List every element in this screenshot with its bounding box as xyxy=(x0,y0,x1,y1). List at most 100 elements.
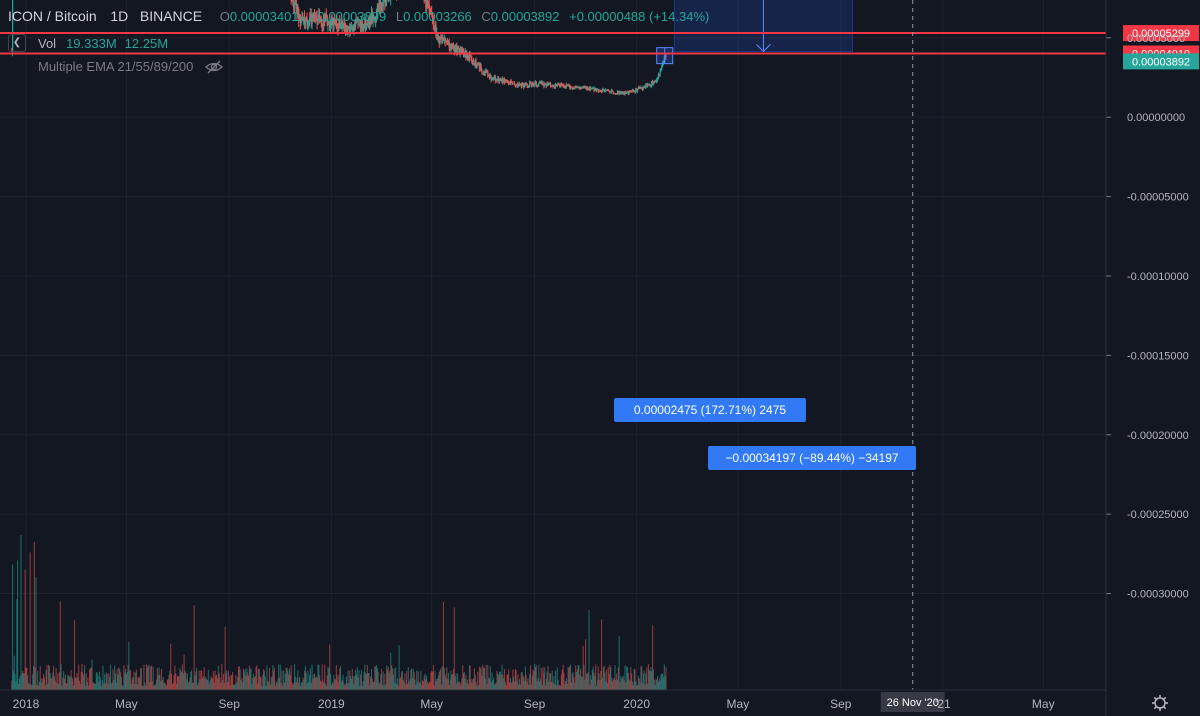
volume-bar xyxy=(297,670,299,690)
candle-body xyxy=(445,41,447,43)
volume-bar xyxy=(205,676,207,690)
volume-bar xyxy=(357,677,359,690)
candle-body xyxy=(639,87,641,90)
candle-body xyxy=(598,90,600,92)
volume-bar xyxy=(462,673,465,690)
volume-bar xyxy=(340,681,342,690)
volume-bar xyxy=(375,666,377,690)
volume-bar xyxy=(346,682,348,690)
volume-bar xyxy=(498,675,500,690)
candle-body xyxy=(647,84,649,86)
volume-bar xyxy=(386,669,388,690)
volume-bar xyxy=(268,682,270,690)
volume-bar xyxy=(403,681,405,690)
volume-bar xyxy=(585,674,588,690)
volume-bar xyxy=(22,670,24,690)
x-tick-label: '21 xyxy=(935,697,951,711)
volume-bar xyxy=(212,671,214,690)
candle-body xyxy=(338,21,340,31)
candle-body xyxy=(355,20,357,28)
volume-bar xyxy=(281,670,283,690)
eye-hidden-icon[interactable] xyxy=(205,60,224,74)
candle-body xyxy=(336,24,338,30)
candle-body xyxy=(11,50,13,52)
volume-bar xyxy=(181,664,183,690)
candle-body xyxy=(580,88,582,90)
volume-bar xyxy=(153,685,155,690)
indicator-name[interactable]: Multiple EMA 21/55/89/200 xyxy=(38,59,194,74)
volume-bar xyxy=(603,665,605,690)
volume-bar xyxy=(515,670,517,690)
volume-bar xyxy=(125,674,127,690)
volume-bar xyxy=(454,676,456,690)
volume-bar xyxy=(478,666,480,690)
candle-body xyxy=(471,59,473,64)
volume-bar xyxy=(291,682,293,690)
volume-bar xyxy=(89,669,91,690)
volume-bar xyxy=(81,664,83,690)
volume-bar xyxy=(204,678,206,690)
volume-bar xyxy=(222,673,224,690)
volume-bar xyxy=(194,675,196,690)
volume-bar xyxy=(47,684,49,690)
candle-body xyxy=(486,70,488,72)
candle-body xyxy=(624,91,626,95)
candle-body xyxy=(326,15,328,26)
volume-bar xyxy=(122,685,124,690)
volume-bar xyxy=(342,674,344,690)
volume-bar xyxy=(302,677,304,690)
volume-bar xyxy=(606,683,608,690)
candle-body xyxy=(498,79,501,82)
volume-bar xyxy=(95,672,97,690)
measure-up-box xyxy=(614,398,806,422)
volume-bar xyxy=(512,669,514,690)
volume-bar xyxy=(574,682,576,690)
volume-bar xyxy=(660,674,662,690)
volume-bar xyxy=(622,675,624,690)
volume-bar xyxy=(86,682,88,690)
volume-bar xyxy=(149,682,151,690)
volume-bar xyxy=(394,682,396,690)
volume-bar xyxy=(330,684,332,690)
volume-bar xyxy=(647,683,649,690)
candle-body xyxy=(351,27,353,31)
volume-bar xyxy=(221,663,223,690)
interval-label[interactable]: 1D xyxy=(110,8,129,24)
candle-body xyxy=(548,83,550,85)
volume-bar xyxy=(625,682,627,690)
collapse-legend-button[interactable]: ❮ xyxy=(8,34,26,52)
volume-bar xyxy=(532,669,534,690)
volume-bar xyxy=(261,685,263,690)
volume-bar xyxy=(99,677,101,690)
volume-bar xyxy=(487,665,489,690)
volume-bar xyxy=(166,679,168,690)
volume-bar xyxy=(488,678,491,690)
volume-bar xyxy=(541,684,543,690)
symbol-title[interactable]: ICON / Bitcoin xyxy=(8,8,97,24)
candle-body xyxy=(503,79,506,83)
volume-bar xyxy=(228,676,230,690)
volume-bar xyxy=(293,683,295,690)
volume-bar xyxy=(40,678,42,690)
volume-bar xyxy=(290,665,292,690)
volume-bar xyxy=(661,673,663,690)
volume-bar xyxy=(375,665,378,690)
candle-body xyxy=(547,82,549,84)
candle-body xyxy=(382,0,384,7)
volume-bar xyxy=(124,669,127,690)
candle-body xyxy=(312,17,314,19)
candle-body xyxy=(534,82,536,87)
volume-bar xyxy=(441,684,443,690)
volume-bar xyxy=(53,676,55,690)
volume-bar xyxy=(445,677,447,690)
volume-name[interactable]: Vol xyxy=(38,35,57,51)
candle-body xyxy=(489,75,491,79)
candle-body xyxy=(589,87,591,91)
candle-body xyxy=(352,29,354,31)
candle-body xyxy=(633,90,635,92)
volume-bar xyxy=(191,682,194,690)
open-value: 0.00003401 xyxy=(229,9,299,24)
volume-bar xyxy=(102,665,104,690)
last-price-tag xyxy=(1123,53,1199,70)
